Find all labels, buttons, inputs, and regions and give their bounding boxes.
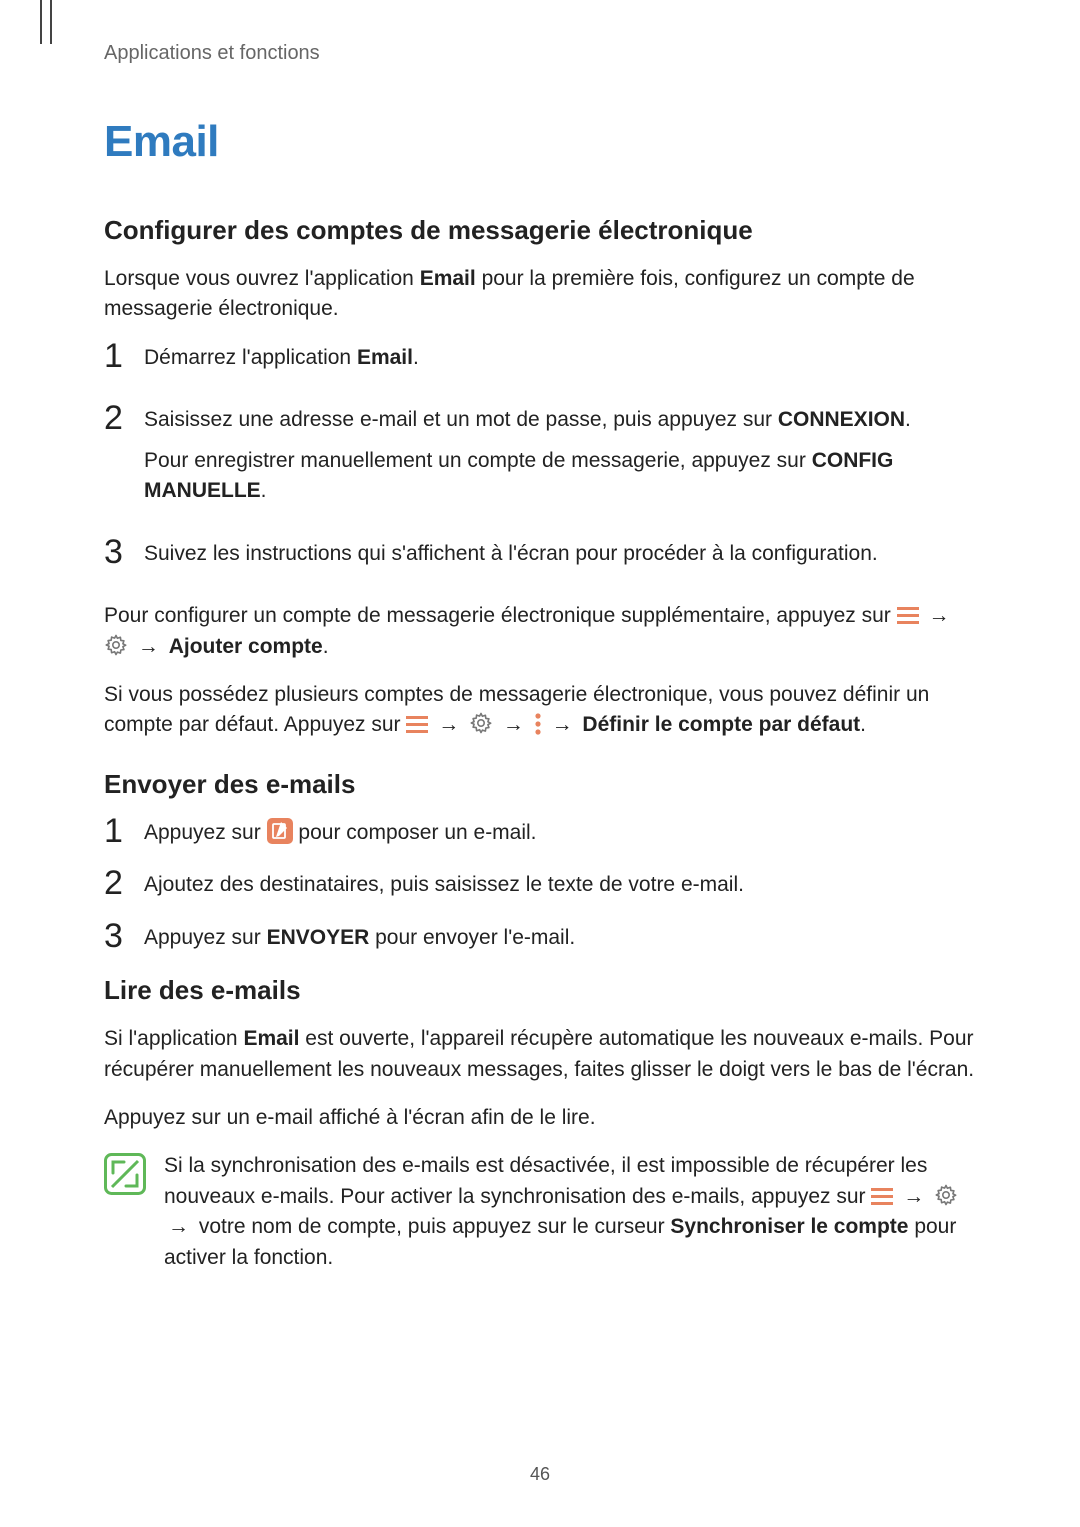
step-body: Appuyez sur ENVOYER pour envoyer l'e-mai… xyxy=(144,923,980,953)
section-heading-send: Envoyer des e-mails xyxy=(104,769,980,800)
list-item: 1 Appuyez sur pour composer un e-mail. xyxy=(104,818,980,848)
hamburger-icon xyxy=(406,716,428,734)
text: Ajoutez des destinataires, puis saisisse… xyxy=(144,873,744,896)
text-bold: Ajouter compte xyxy=(169,635,323,658)
note-block: Si la synchronisation des e-mails est dé… xyxy=(104,1151,980,1273)
para-read-2: Appuyez sur un e-mail affiché à l'écran … xyxy=(104,1103,980,1133)
ordered-list-configure: 1 Démarrez l'application Email. 2 Saisis… xyxy=(104,343,980,579)
breadcrumb: Applications et fonctions xyxy=(104,42,980,65)
text: Pour configurer un compte de messagerie … xyxy=(104,604,897,627)
text: Si la synchronisation des e-mails est dé… xyxy=(164,1154,927,1207)
page-title: Email xyxy=(104,117,980,167)
text: Pour enregistrer manuellement un compte … xyxy=(144,449,812,472)
step-body: Saisissez une adresse e-mail et un mot d… xyxy=(144,405,980,516)
step-number: 1 xyxy=(104,814,144,848)
page-number: 46 xyxy=(0,1464,1080,1485)
text-bold: Email xyxy=(357,346,413,369)
list-item: 3 Suivez les instructions qui s'affichen… xyxy=(104,539,980,579)
list-item: 2 Ajoutez des destinataires, puis saisis… xyxy=(104,870,980,900)
hamburger-icon xyxy=(897,607,919,625)
arrow-icon: → xyxy=(903,1182,924,1212)
step-line: Pour enregistrer manuellement un compte … xyxy=(144,446,980,507)
para-default-account: Si vous possédez plusieurs comptes de me… xyxy=(104,680,980,741)
text: Si l'application xyxy=(104,1027,243,1050)
list-item: 1 Démarrez l'application Email. xyxy=(104,343,980,383)
step-body: Suivez les instructions qui s'affichent … xyxy=(144,539,980,579)
text-bold: Définir le compte par défaut xyxy=(582,713,860,736)
text-bold: Email xyxy=(420,267,476,290)
text: . xyxy=(261,479,267,502)
step-number: 3 xyxy=(104,919,144,953)
arrow-icon: → xyxy=(168,1212,189,1242)
arrow-icon: → xyxy=(438,710,459,740)
step-body: Appuyez sur pour composer un e-mail. xyxy=(144,818,980,848)
gear-icon xyxy=(104,633,128,657)
note-icon xyxy=(104,1153,146,1195)
step-line: Démarrez l'application Email. xyxy=(144,343,980,373)
text: . xyxy=(323,635,329,658)
section-heading-read: Lire des e-mails xyxy=(104,975,980,1006)
arrow-icon: → xyxy=(928,601,949,631)
text: Saisissez une adresse e-mail et un mot d… xyxy=(144,408,778,431)
step-number: 2 xyxy=(104,866,144,900)
compose-icon xyxy=(267,818,293,844)
para-read-1: Si l'application Email est ouverte, l'ap… xyxy=(104,1024,980,1085)
step-body: Démarrez l'application Email. xyxy=(144,343,980,383)
para-additional-account: Pour configurer un compte de messagerie … xyxy=(104,601,980,662)
text: . xyxy=(860,713,866,736)
text: Appuyez sur xyxy=(144,926,267,949)
text-bold: ENVOYER xyxy=(267,926,370,949)
hamburger-icon xyxy=(871,1188,893,1206)
list-item: 2 Saisissez une adresse e-mail et un mot… xyxy=(104,405,980,516)
list-item: 3 Appuyez sur ENVOYER pour envoyer l'e-m… xyxy=(104,923,980,953)
more-dots-icon xyxy=(534,713,542,735)
arrow-icon: → xyxy=(503,710,524,740)
text: pour composer un e-mail. xyxy=(293,821,537,844)
gear-icon xyxy=(934,1183,958,1207)
arrow-icon: → xyxy=(138,632,159,662)
text: pour envoyer l'e-mail. xyxy=(369,926,575,949)
step-number: 2 xyxy=(104,401,144,435)
intro-paragraph: Lorsque vous ouvrez l'application Email … xyxy=(104,264,980,325)
text: Démarrez l'application xyxy=(144,346,357,369)
text: . xyxy=(413,346,419,369)
text: . xyxy=(905,408,911,431)
step-number: 3 xyxy=(104,535,144,569)
page-tab-mark xyxy=(40,0,52,44)
text-bold: CONNEXION xyxy=(778,408,905,431)
step-number: 1 xyxy=(104,339,144,373)
text: Appuyez sur xyxy=(144,821,267,844)
text-bold: Synchroniser le compte xyxy=(670,1215,908,1238)
step-line: Suivez les instructions qui s'affichent … xyxy=(144,539,980,569)
gear-icon xyxy=(469,711,493,735)
step-line: Saisissez une adresse e-mail et un mot d… xyxy=(144,405,980,435)
text: Lorsque vous ouvrez l'application xyxy=(104,267,420,290)
note-text: Si la synchronisation des e-mails est dé… xyxy=(164,1151,980,1273)
page: Applications et fonctions Email Configur… xyxy=(0,0,1080,1527)
step-body: Ajoutez des destinataires, puis saisisse… xyxy=(144,870,980,900)
section-heading-configure: Configurer des comptes de messagerie éle… xyxy=(104,215,980,246)
ordered-list-send: 1 Appuyez sur pour composer un e-mail. 2… xyxy=(104,818,980,953)
arrow-icon: → xyxy=(552,710,573,740)
text: votre nom de compte, puis appuyez sur le… xyxy=(193,1215,670,1238)
text: Suivez les instructions qui s'affichent … xyxy=(144,542,878,565)
text-bold: Email xyxy=(243,1027,299,1050)
